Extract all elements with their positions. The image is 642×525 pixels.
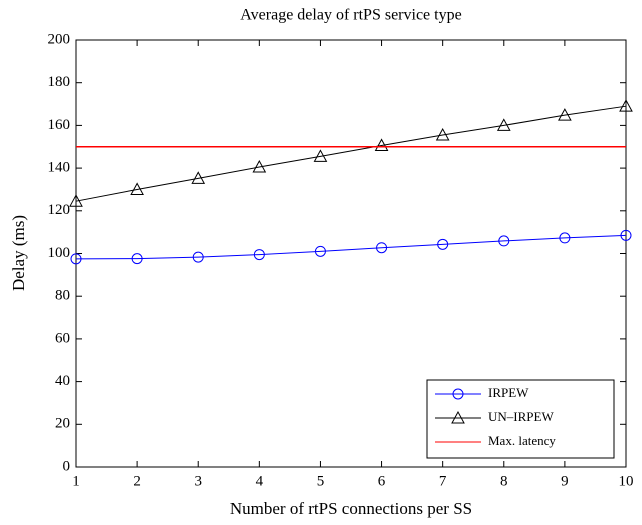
data-point: [376, 242, 388, 254]
legend-marker: [452, 388, 464, 400]
y-tick-label: 60: [55, 330, 70, 346]
x-tick-label: 7: [439, 473, 447, 489]
y-tick-label: 160: [48, 117, 71, 133]
data-point: [435, 127, 450, 141]
y-tick-label: 0: [63, 458, 71, 474]
y-tick-label: 140: [48, 160, 71, 176]
series-line: [75, 105, 627, 202]
data-point: [313, 149, 328, 162]
y-tick-label: 40: [55, 373, 70, 389]
x-axis-label: Number of rtPS connections per SS: [230, 499, 472, 518]
data-point: [131, 253, 143, 265]
y-tick-label: 80: [55, 288, 70, 304]
data-point: [620, 229, 632, 241]
data-point: [191, 171, 206, 184]
data-point: [253, 249, 265, 261]
data-point: [496, 118, 511, 131]
x-tick-label: 9: [561, 473, 569, 489]
y-tick-label: 180: [48, 74, 71, 90]
x-tick-label: 4: [256, 473, 264, 489]
series-line: [75, 234, 627, 260]
y-tick-label: 20: [55, 416, 70, 432]
x-tick-label: 5: [317, 473, 325, 489]
data-point: [314, 245, 326, 257]
legend-marker: [451, 410, 465, 424]
x-tick-label: 2: [133, 473, 141, 489]
y-axis-label: Delay (ms): [9, 215, 28, 291]
y-tick-label: 200: [48, 31, 71, 47]
data-point: [437, 238, 449, 250]
legend-label: IRPEW: [488, 385, 529, 400]
x-tick-label: 8: [500, 473, 508, 489]
x-tick-label: 3: [194, 473, 202, 489]
chart-title: Average delay of rtPS service type: [240, 7, 461, 24]
legend-label: UN–IRPEW: [488, 409, 554, 424]
data-point: [498, 235, 510, 247]
data-point: [619, 99, 633, 112]
data-point: [70, 253, 82, 265]
data-point: [374, 138, 389, 151]
data-point: [130, 182, 144, 195]
legend-box: [426, 379, 615, 459]
data-point: [558, 108, 572, 121]
data-point: [252, 159, 267, 173]
data-point: [192, 251, 204, 263]
x-tick-label: 6: [378, 473, 386, 489]
data-point: [559, 232, 571, 244]
legend-label: Max. latency: [488, 433, 556, 448]
x-tick-label: 1: [72, 473, 80, 489]
data-point: [69, 194, 83, 207]
y-tick-label: 100: [48, 245, 71, 261]
x-tick-label: 10: [619, 473, 634, 489]
y-tick-label: 120: [48, 202, 71, 218]
